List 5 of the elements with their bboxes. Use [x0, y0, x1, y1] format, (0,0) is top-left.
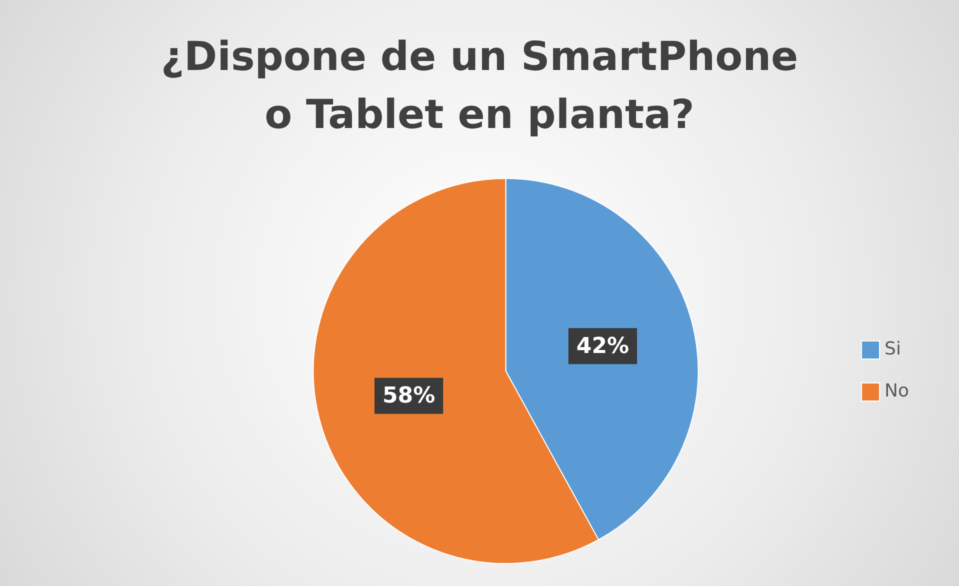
chart-title: ¿Dispone de un SmartPhone o Tablet en planta?	[160, 33, 800, 140]
data-label: 58%	[382, 384, 436, 409]
data-label: 42%	[576, 334, 630, 359]
legend-label: No	[884, 380, 910, 402]
legend-label: Si	[884, 338, 901, 360]
